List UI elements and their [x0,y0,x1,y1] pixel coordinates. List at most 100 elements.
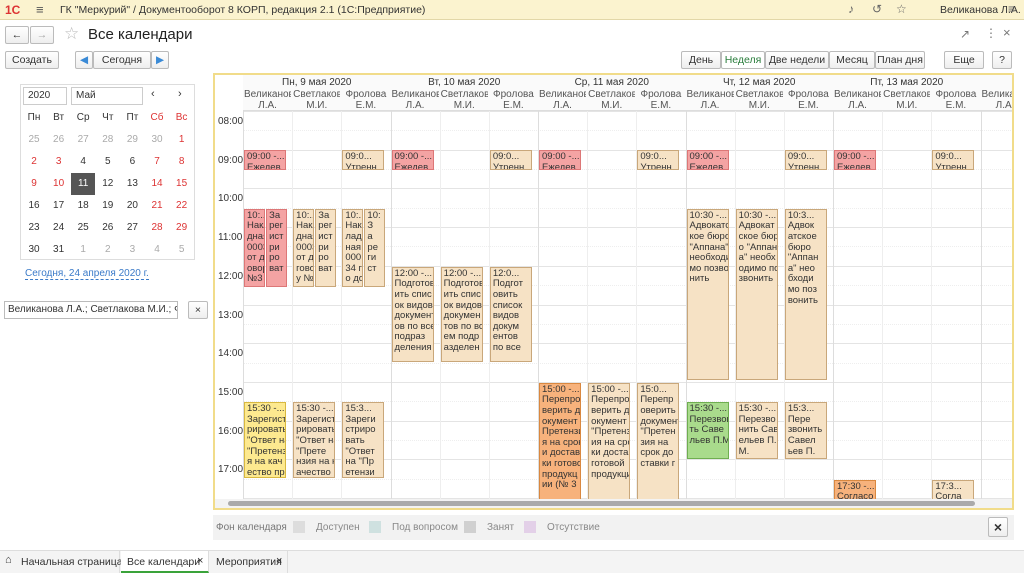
calendar-event[interactable]: 10:...Наклдная0003от договору №3 [293,208,315,287]
calendar-day[interactable]: 16 [28,200,40,211]
calendar-event[interactable]: 15:00 -... Перепро верить д окумент " Претен… [539,382,582,508]
tab-close[interactable]: × [276,555,283,567]
menu-dots[interactable]: ⋮ [985,26,997,40]
view-button[interactable]: Две недели [765,51,829,69]
calendar-day[interactable]: 29 [176,222,188,233]
header-icon[interactable]: ♪ [848,2,854,16]
tab[interactable]: Мероприятия × [210,551,288,573]
month-field[interactable]: Май [71,87,143,105]
calendar-event[interactable]: 09:0... Утренн [489,150,532,170]
link-icon[interactable]: ↗ [960,27,971,41]
calendar-day[interactable]: 4 [154,244,160,255]
calendar-day[interactable]: 26 [53,134,65,145]
calendar-day[interactable]: 24 [53,222,65,233]
calendar-day[interactable]: 30 [151,134,163,145]
calendar-day[interactable]: 23 [28,222,40,233]
calendar-day[interactable]: 3 [55,156,62,167]
next-month[interactable]: › [178,88,182,100]
close-icon[interactable]: × [1003,25,1011,40]
year-field[interactable]: 2020 [23,87,67,105]
calendar-day[interactable]: 17 [53,200,65,211]
view-button[interactable]: День [681,51,721,69]
calendar-event[interactable]: 15:0... Перепр оверить документ "Претен зия н… [637,382,680,508]
calendar-event[interactable]: 15:3... Пере звонить Савел ьев П. [784,402,827,460]
calendar-day[interactable]: 15 [176,178,188,189]
calendar-day[interactable]: 5 [178,244,185,255]
calendar-day[interactable]: 31 [53,244,65,255]
calendar-day[interactable]: 18 [77,200,89,211]
more-button[interactable]: Еще [944,51,984,69]
calendar-day[interactable]: 7 [154,156,160,167]
calendar-event[interactable]: 09:00 -... Ежедев [539,150,582,170]
calendar-event[interactable]: 10:3... Адвок атское бюро "Аппан а" нео бходи м… [784,208,827,381]
calendar-day[interactable]: 29 [126,134,138,145]
calendar-day[interactable]: 27 [126,222,138,233]
view-button[interactable]: План дня [875,51,925,69]
calendar-day[interactable]: 2 [31,156,37,167]
calendar-day[interactable]: 9 [31,178,37,189]
calendar-event[interactable]: 10:...Наклдная0003от доовору№3 ( [244,208,266,287]
calendar-day[interactable]: 10 [53,178,65,189]
view-button[interactable]: Неделя [721,51,765,69]
calendar-day[interactable]: 25 [77,222,89,233]
calendar-day[interactable]: 3 [129,244,136,255]
next-button[interactable]: ▶ [151,51,169,69]
calendar-event[interactable]: За рег ист ри ро ват [266,208,288,287]
calendar-day[interactable]: 28 [102,134,114,145]
tab-close[interactable]: × [197,555,204,567]
calendar-event[interactable]: 15:00 -... Перепро верить д окумент "Претенз… [588,382,631,508]
calendar-day[interactable]: 22 [176,200,188,211]
calendar-day[interactable]: 6 [129,156,136,167]
today-button[interactable]: Сегодня [93,51,151,69]
calendar-event[interactable]: 09:0... Утренн [342,150,385,170]
calendar-day[interactable]: 1 [80,244,86,255]
calendar-event[interactable]: 15:3... Зареги стриро вать "Ответ на "Пр етенз… [342,402,385,478]
create-button[interactable]: Создать [5,51,59,69]
back-button[interactable]: ← [5,26,29,44]
prev-button[interactable]: ◀ [75,51,93,69]
calendar-day[interactable]: 13 [126,178,138,189]
calendar-event[interactable]: За рег ист ри ро ват [315,208,337,287]
calendar-day[interactable]: 11 [71,173,96,195]
window-controls[interactable]: ≡ [1008,2,1016,16]
calendar-event[interactable]: 12:00 -... Подготов ить спис ок видов докуме… [391,266,434,362]
calendar-event[interactable]: 09:00 -... Ежедев [834,150,877,170]
header-icon[interactable]: ↺ [872,2,883,16]
calendar-event[interactable]: 10:30 -... Адвокатс кое бюро "Аппана" необхо… [686,208,729,381]
calendar-event[interactable]: 09:0... Утренн [932,150,975,170]
calendar-event[interactable]: 09:00 -... Ежедев [391,150,434,170]
filter-field[interactable]: Великанова Л.А.; Светлакова М.И.; Фро [4,301,178,319]
view-button[interactable]: Месяц [829,51,875,69]
prev-month[interactable]: ‹ [151,88,155,100]
calendar-event[interactable]: 09:00 -... Ежедев [244,150,287,170]
calendar-day[interactable]: 1 [178,134,185,145]
help-button[interactable]: ? [992,51,1012,69]
calendar-day[interactable]: 28 [151,222,163,233]
calendar-event[interactable]: 12:0... Подгот овить список видов докум ентов п… [489,266,532,362]
calendar-event[interactable]: 10:30 -... Адвокат ское бюр о "Аппан а" необ… [735,208,778,381]
legend-close[interactable]: × [988,517,1008,537]
calendar-event[interactable]: 09:00 -... Ежедев [686,150,729,170]
calendar-event[interactable]: 15:30 -... Зарегист рировать "Ответ на "Прет… [244,402,287,478]
header-icon[interactable]: ☆ [896,2,907,16]
calendar-day[interactable]: 5 [105,156,111,167]
calendar-event[interactable]: 15:30 -... Зарегист рировать "Ответ на "Прет… [293,402,336,478]
calendar-event[interactable]: 09:0... Утренн [784,150,827,170]
filter-clear[interactable]: × [188,301,208,319]
calendar-event[interactable]: 09:0... Утренн [637,150,680,170]
calendar-day[interactable]: 12 [102,178,114,189]
calendar-day[interactable]: 21 [151,200,163,211]
calendar-day[interactable]: 4 [80,156,86,167]
tab[interactable]: Все календари × [121,551,209,573]
calendar-day[interactable]: 20 [126,200,138,211]
calendar-day[interactable]: 25 [28,134,40,145]
calendar-day[interactable]: 14 [151,178,163,189]
user-name[interactable]: Великанова Л.А. [940,4,1021,16]
scrollbar-thumb[interactable] [228,501,975,506]
calendar-day[interactable]: 19 [102,200,114,211]
calendar-day[interactable]: 26 [102,222,114,233]
calendar-day[interactable]: 30 [28,244,40,255]
